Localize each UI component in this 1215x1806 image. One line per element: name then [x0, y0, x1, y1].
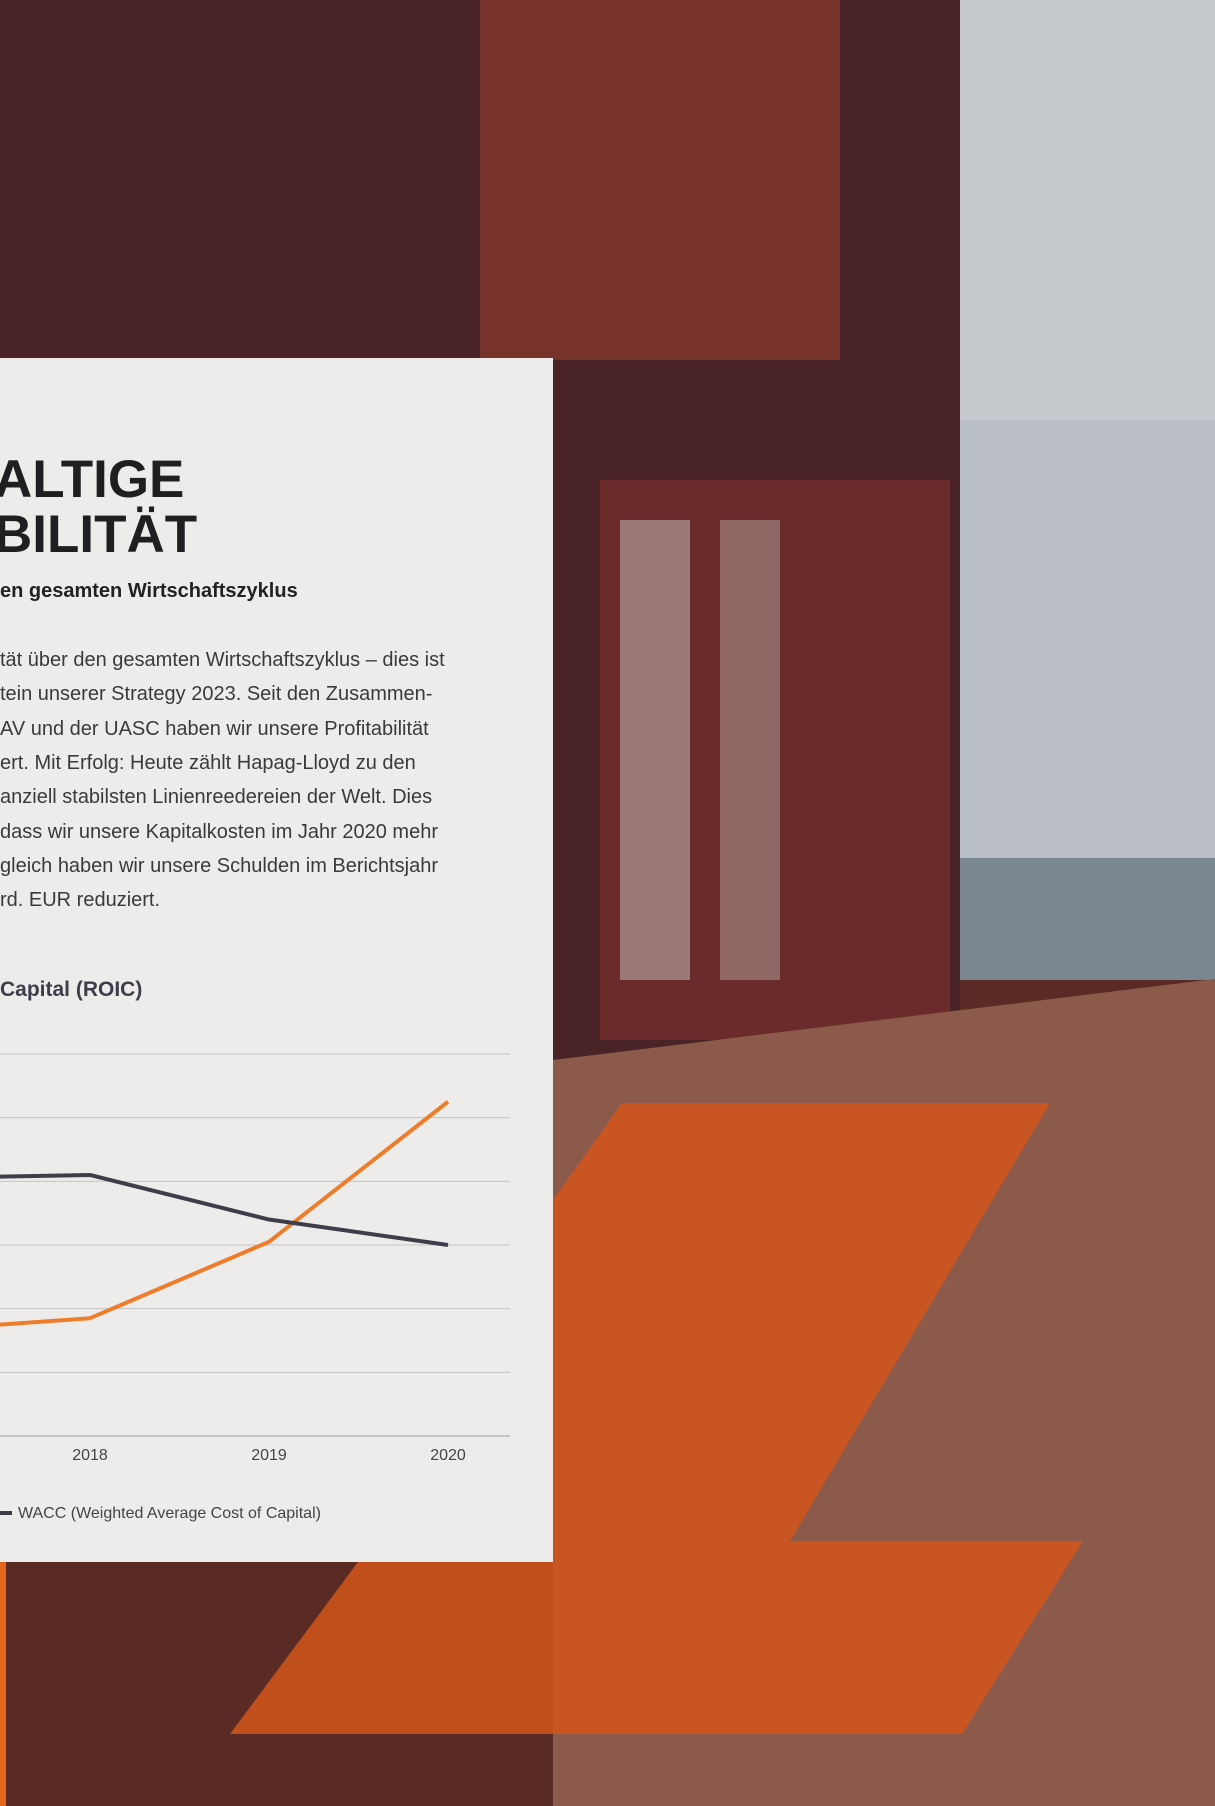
x-tick-label: 2018: [72, 1447, 108, 1464]
heading: BILITÄT: [0, 508, 197, 561]
series-line: [0, 1102, 448, 1331]
legend-swatch: [0, 1511, 12, 1515]
subheading: en gesamten Wirtschaftszyklus: [0, 580, 298, 603]
reefer: [720, 520, 780, 980]
reefer: [620, 520, 690, 980]
orange-bar: [0, 1562, 6, 1806]
body-line: dass wir unsere Kapitalkosten im Jahr 20…: [0, 821, 438, 844]
body-line: AV und der UASC haben wir unsere Profita…: [0, 718, 429, 741]
body-line: tät über den gesamten Wirtschaftszyklus …: [0, 649, 445, 672]
heading: ALTIGE: [0, 453, 184, 506]
body-line: anziell stabilsten Linienreedereien der …: [0, 786, 432, 809]
chart-title: Capital (ROIC): [0, 978, 142, 1002]
body-line: gleich haben wir unsere Schulden im Beri…: [0, 855, 438, 878]
legend-label: WACC (Weighted Average Cost of Capital): [18, 1505, 321, 1522]
page: ALTIGE BILITÄT en gesamten Wirtschaftszy…: [0, 0, 1215, 1806]
chart: 2018 2019 2020 WACC (Weighted Average Cost …: [0, 1030, 553, 1550]
text-panel: ALTIGE BILITÄT en gesamten Wirtschaftszy…: [0, 358, 553, 1562]
containers-top: [480, 0, 840, 360]
body-line: rd. EUR reduziert.: [0, 889, 160, 912]
body-line: ert. Mit Erfolg: Heute zählt Hapag-Lloyd…: [0, 752, 416, 775]
body-line: tein unserer Strategy 2023. Seit den Zus…: [0, 683, 432, 706]
series-line: [0, 1175, 448, 1245]
x-tick-label: 2020: [430, 1447, 466, 1464]
x-tick-label: 2019: [251, 1447, 287, 1464]
